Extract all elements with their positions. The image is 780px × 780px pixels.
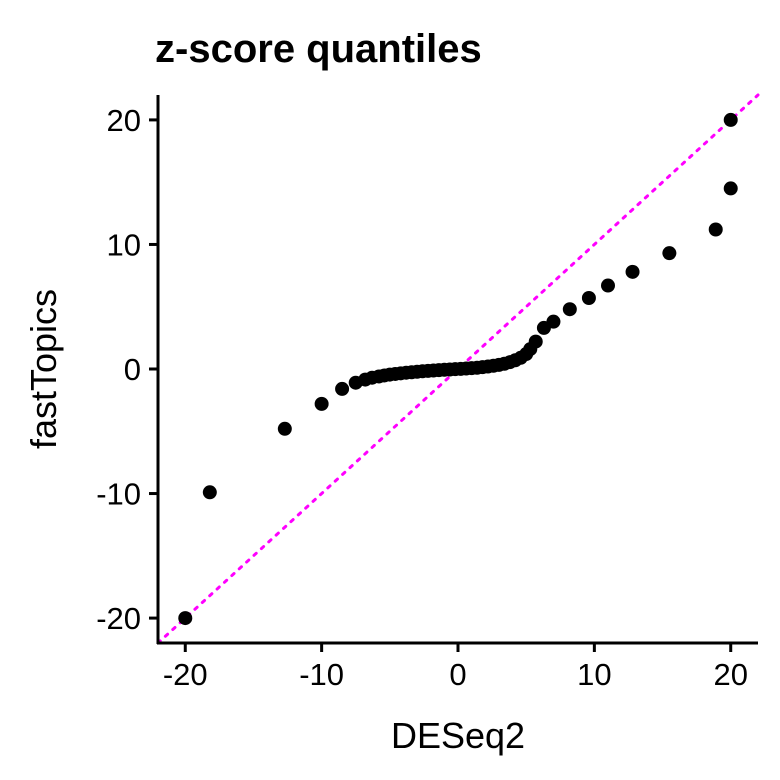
data-point (562, 302, 577, 317)
data-point (601, 278, 615, 293)
data-point (662, 246, 677, 261)
y-tick-label: 20 (107, 103, 141, 138)
y-axis-label: fastTopics (23, 289, 64, 449)
y-tick-label: -20 (96, 601, 141, 636)
data-point (528, 334, 543, 349)
y-tick-label: 10 (107, 227, 141, 262)
data-point (581, 291, 596, 306)
data-point (723, 181, 738, 196)
x-tick-label: -10 (299, 657, 344, 692)
data-point (546, 314, 561, 329)
axes: -20 -10 0 10 20 -20 -10 0 10 20 (96, 95, 758, 692)
x-tick-label: -20 (163, 657, 208, 692)
y-tick-label: 0 (124, 352, 141, 387)
data-point (178, 611, 193, 626)
y-tick-label: -10 (96, 477, 141, 512)
x-axis-label: DESeq2 (391, 715, 525, 756)
data-point (708, 222, 723, 237)
data-point (202, 485, 217, 500)
x-tick-label: 10 (577, 657, 611, 692)
data-point (314, 396, 329, 411)
data-point (277, 421, 292, 436)
x-tick-label: 20 (713, 657, 747, 692)
x-tick-label: 0 (449, 657, 466, 692)
data-point (335, 381, 350, 396)
data-point (625, 264, 640, 279)
data-point (723, 112, 738, 127)
plot-area (156, 93, 760, 645)
chart-title: z-score quantiles (155, 27, 482, 71)
